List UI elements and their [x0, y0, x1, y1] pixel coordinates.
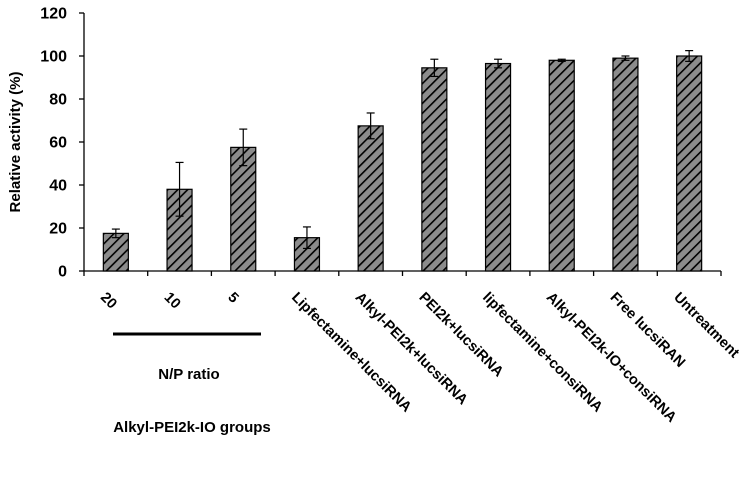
x-tick-label: Untreatment	[670, 290, 742, 362]
bar	[612, 57, 639, 272]
bar	[421, 67, 448, 272]
x-tick-label: Lipfectamine+lucsiRNA	[288, 290, 414, 416]
x-tick-labels: 20 10 5 Lipfectamine+lucsiRNAAlkyl-PEI2k+lu…	[97, 290, 742, 427]
y-tick-label: 0	[58, 264, 67, 281]
x-tick-label: 10	[161, 290, 184, 313]
bar	[102, 232, 129, 272]
y-tick-label: 100	[40, 49, 67, 66]
y-axis-label: Relative activity (%)	[7, 72, 24, 213]
bars	[102, 50, 703, 272]
y-tick-label: 60	[49, 135, 67, 152]
bar	[357, 125, 384, 272]
x-tick-label: Alkyl-PEI2k-IO+consiRNA	[543, 290, 680, 427]
x-tick-label: Alkyl-PEI2k+lucsiRNA	[352, 290, 471, 409]
group-label: Alkyl-PEI2k-IO groups	[113, 419, 271, 436]
bar	[676, 55, 703, 272]
y-tick-label: 40	[49, 178, 67, 195]
y-tick-label: 120	[40, 6, 67, 23]
bar	[548, 59, 575, 272]
y-tick-label: 20	[49, 221, 67, 238]
np-ratio-label: N/P ratio	[158, 366, 219, 383]
y-tick-label: 80	[49, 92, 67, 109]
x-tick-label: 5	[224, 290, 241, 307]
x-tick-label: lipfectamine+consiRNA	[479, 290, 605, 416]
x-tick-label: 20	[97, 290, 120, 313]
bar	[484, 62, 512, 272]
